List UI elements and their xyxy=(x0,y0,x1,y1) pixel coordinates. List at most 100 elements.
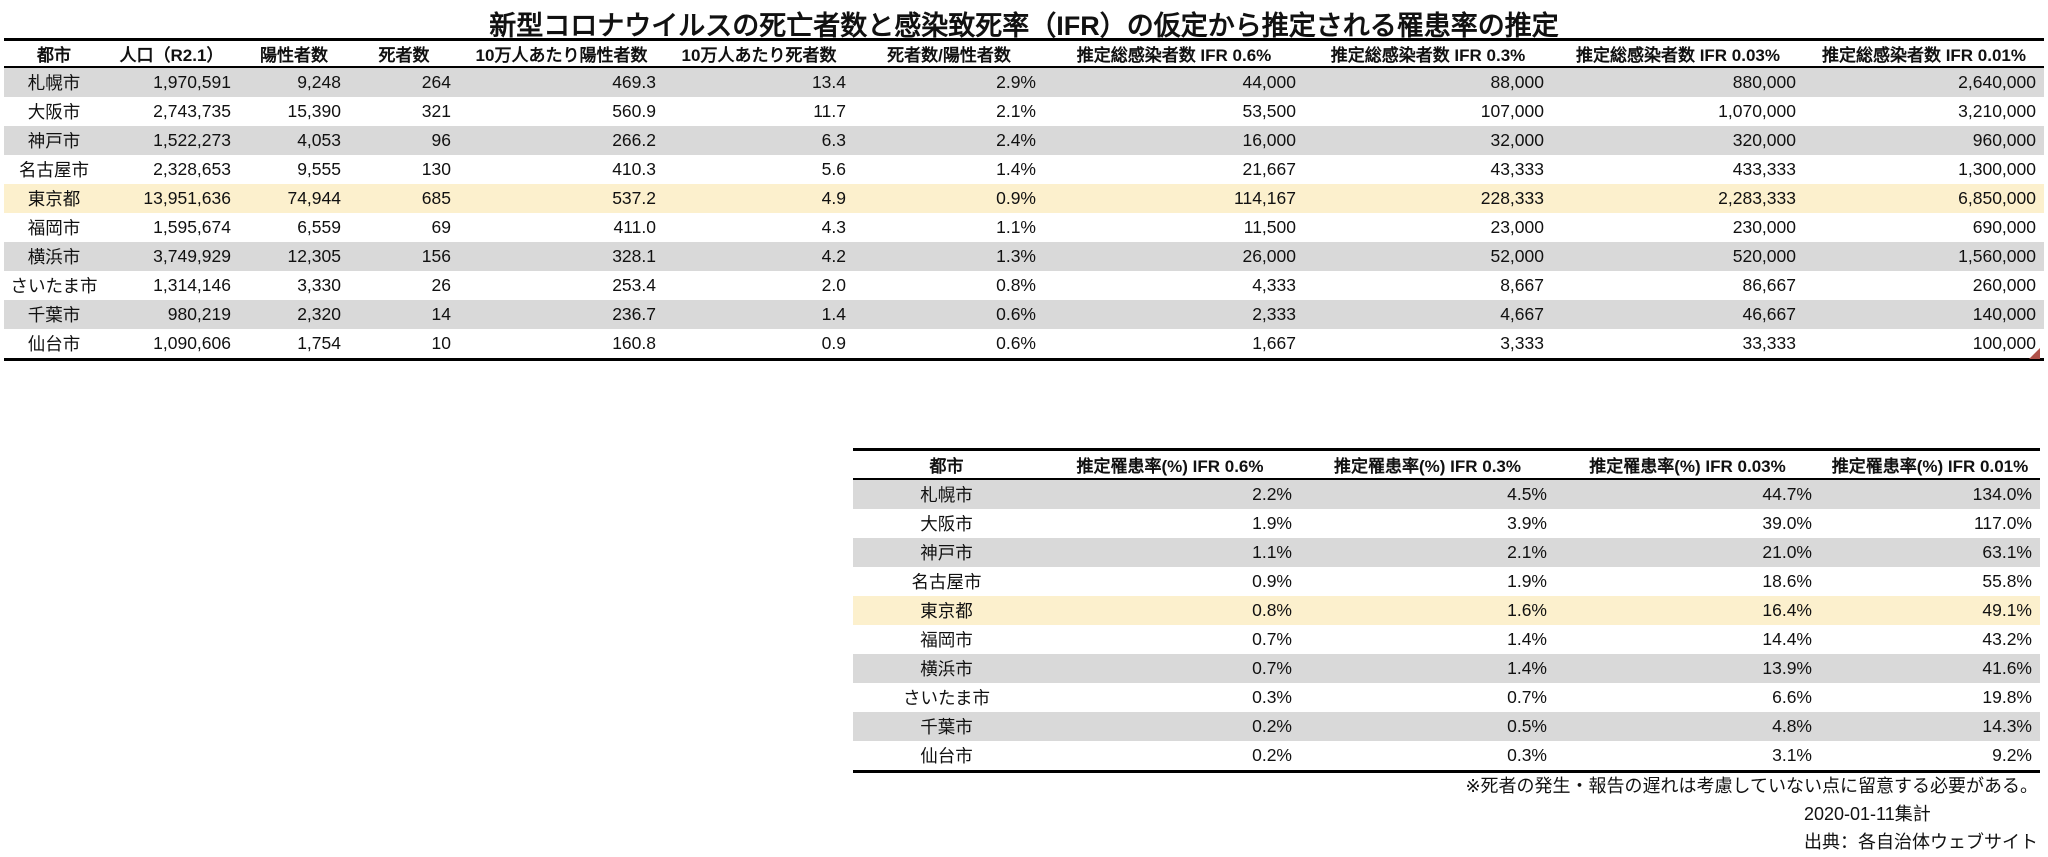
city-cell: 大阪市 xyxy=(27,102,81,122)
table-row: 千葉市 0.2% 0.5% 4.8% 14.3% xyxy=(853,712,2040,741)
value-cell: 0.7% xyxy=(1040,654,1300,683)
column-header: 推定罹患率(%) IFR 0.6% xyxy=(1040,449,1300,480)
value-cell: 2.0 xyxy=(821,275,846,295)
value-cell: 6,559 xyxy=(297,217,341,237)
value-cell: 15,390 xyxy=(287,101,341,121)
column-header: 推定罹患率(%) IFR 0.03% xyxy=(1555,449,1820,480)
table-row: 福岡市 1,595,674 6,559 69 411.0 4.3 1.1% 11,500 23,… xyxy=(4,213,2044,242)
value-cell: 1,970,591 xyxy=(104,67,239,97)
city-cell: 大阪市 xyxy=(920,514,973,534)
value-cell: 1.4% xyxy=(1300,654,1555,683)
column-header: 推定罹患率(%) IFR 0.01% xyxy=(1820,449,2040,480)
value-cell: 537.2 xyxy=(459,184,664,213)
value-cell: 114,167 xyxy=(1044,184,1304,213)
value-cell: 5.6 xyxy=(821,159,846,179)
value-cell: 13,951,636 xyxy=(104,184,239,213)
value-cell: 3,210,000 xyxy=(1958,101,2036,121)
column-header: 人口（R2.1） xyxy=(104,39,239,68)
value-cell: 520,000 xyxy=(1552,242,1804,271)
value-cell: 1,300,000 xyxy=(1958,159,2036,179)
city-cell: 横浜市 xyxy=(853,654,1040,683)
value-cell: 266.2 xyxy=(459,126,664,155)
value-cell: 43.2% xyxy=(1982,629,2032,649)
value-cell: 13.9% xyxy=(1555,654,1820,683)
column-header: 推定罹患率(%) IFR 0.3% xyxy=(1300,449,1555,480)
value-cell: 4,667 xyxy=(1304,300,1552,329)
table-row: さいたま市 0.3% 0.7% 6.6% 19.8% xyxy=(853,683,2040,712)
value-cell: 1.6% xyxy=(1300,596,1555,625)
value-cell: 230,000 xyxy=(1732,217,1796,237)
footer: ※死者の発生・報告の遅れは考慮していない点に留意する必要がある。 2020-01… xyxy=(1465,772,2038,856)
value-cell: 0.5% xyxy=(1300,712,1555,741)
value-cell: 0.8% xyxy=(996,275,1036,295)
city-cell: 仙台市 xyxy=(27,334,81,354)
value-cell: 134.0% xyxy=(1820,479,2040,509)
value-cell: 8,667 xyxy=(1500,275,1544,295)
column-header: 推定総感染者数 IFR 0.03% xyxy=(1552,39,1804,68)
value-cell: 411.0 xyxy=(613,217,657,237)
value-cell: 2,743,735 xyxy=(153,101,231,121)
city-cell: 千葉市 xyxy=(853,712,1040,741)
value-cell: 4,333 xyxy=(1252,275,1296,295)
value-cell: 0.9% xyxy=(854,184,1044,213)
page-title: 新型コロナウイルスの死亡者数と感染致死率（IFR）の仮定から推定される罹患率の推… xyxy=(489,11,1559,41)
table-row: 大阪市 2,743,735 15,390 321 560.9 11.7 2.1% 53,500… xyxy=(4,97,2044,126)
value-cell: 1,560,000 xyxy=(1804,242,2044,271)
value-cell: 46,667 xyxy=(1552,300,1804,329)
value-cell: 1.4% xyxy=(996,159,1036,179)
table-row: 名古屋市 2,328,653 9,555 130 410.3 5.6 1.4% 21,667 4… xyxy=(4,155,2044,184)
value-cell: 16.4% xyxy=(1555,596,1820,625)
city-cell: 仙台市 xyxy=(920,746,973,766)
value-cell: 4,053 xyxy=(239,126,349,155)
value-cell: 880,000 xyxy=(1552,67,1804,97)
value-cell: 86,667 xyxy=(1742,275,1796,295)
value-cell: 1,090,606 xyxy=(153,333,231,353)
value-cell: 2,328,653 xyxy=(153,159,231,179)
value-cell: 96 xyxy=(349,126,459,155)
table-row: 札幌市 1,970,591 9,248 264 469.3 13.4 2.9% 44,000 8… xyxy=(4,67,2044,97)
value-cell: 0.6% xyxy=(854,300,1044,329)
column-header: 10万人あたり死者数 xyxy=(664,39,854,68)
table-row: 横浜市 3,749,929 12,305 156 328.1 4.2 1.3% 26,000 5… xyxy=(4,242,2044,271)
value-cell: 6.6% xyxy=(1772,687,1812,707)
value-cell: 26 xyxy=(431,275,451,295)
value-cell: 0.3% xyxy=(1507,745,1547,765)
value-cell: 2,333 xyxy=(1044,300,1304,329)
value-cell: 960,000 xyxy=(1804,126,2044,155)
value-cell: 2.4% xyxy=(854,126,1044,155)
value-cell: 16,000 xyxy=(1044,126,1304,155)
city-cell: 横浜市 xyxy=(4,242,104,271)
column-header: 推定総感染者数 IFR 0.6% xyxy=(1044,39,1304,68)
value-cell: 3.1% xyxy=(1772,745,1812,765)
value-cell: 52,000 xyxy=(1304,242,1552,271)
table-row: 仙台市 0.2% 0.3% 3.1% 9.2% xyxy=(853,741,2040,772)
footnote: ※死者の発生・報告の遅れは考慮していない点に留意する必要がある。 xyxy=(1465,776,2038,796)
value-cell: 1.1% xyxy=(996,217,1036,237)
column-header: 都市 xyxy=(4,39,104,68)
column-header: 推定総感染者数 IFR 0.01% xyxy=(1804,39,2044,68)
value-cell: 3.9% xyxy=(1507,513,1547,533)
city-cell: さいたま市 xyxy=(903,688,990,708)
value-cell: 264 xyxy=(349,67,459,97)
value-cell: 6,850,000 xyxy=(1804,184,2044,213)
value-cell: 236.7 xyxy=(459,300,664,329)
value-cell: 117.0% xyxy=(1973,513,2032,533)
value-cell: 1.3% xyxy=(854,242,1044,271)
value-cell: 2.1% xyxy=(1300,538,1555,567)
value-cell: 23,000 xyxy=(1490,217,1544,237)
value-cell: 4.8% xyxy=(1555,712,1820,741)
value-cell: 1.1% xyxy=(1040,538,1300,567)
value-cell: 320,000 xyxy=(1552,126,1804,155)
value-cell: 1,667 xyxy=(1252,333,1296,353)
value-cell: 18.6% xyxy=(1762,571,1812,591)
table-row: 神戸市 1.1% 2.1% 21.0% 63.1% xyxy=(853,538,2040,567)
value-cell: 160.8 xyxy=(612,333,656,353)
city-cell: 東京都 xyxy=(853,596,1040,625)
value-cell: 13.4 xyxy=(664,67,854,97)
column-header: 死者数/陽性者数 xyxy=(854,39,1044,68)
city-cell: さいたま市 xyxy=(10,276,98,296)
value-cell: 0.7% xyxy=(1507,687,1547,707)
value-cell: 74,944 xyxy=(239,184,349,213)
column-header: 10万人あたり陽性者数 xyxy=(459,39,664,68)
value-cell: 228,333 xyxy=(1304,184,1552,213)
